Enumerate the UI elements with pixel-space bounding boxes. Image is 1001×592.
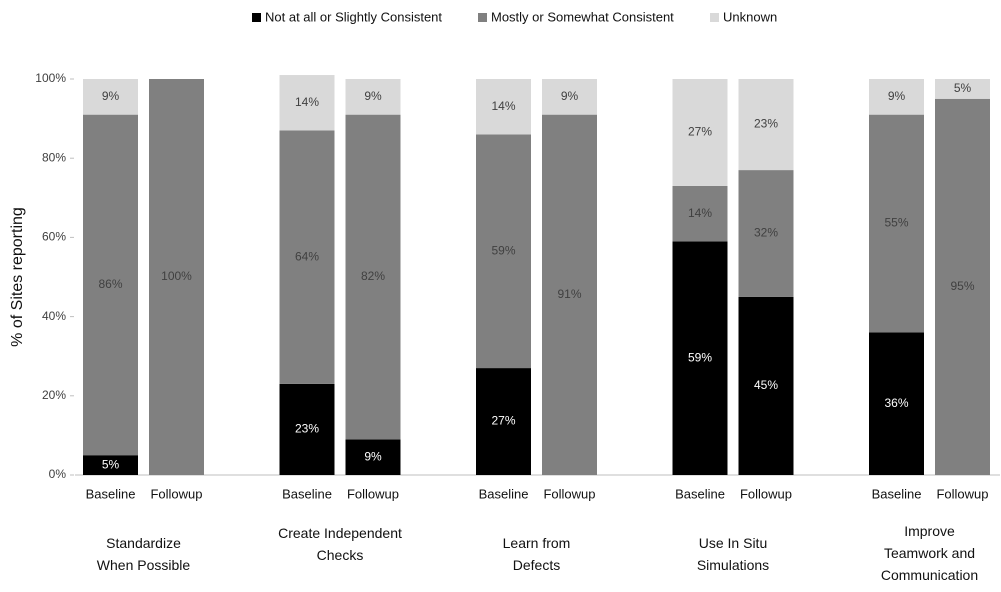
data-label: 9%: [364, 89, 382, 103]
data-label: 23%: [295, 422, 319, 436]
bar-segment: [279, 130, 335, 384]
x-tick-label: Followup: [347, 486, 399, 501]
x-tick-label: Followup: [150, 486, 202, 501]
x-tick-label: Baseline: [479, 486, 529, 501]
bar-segment: [83, 455, 138, 475]
data-label: 64%: [295, 249, 319, 263]
bar-segment: [149, 79, 204, 475]
data-label: 55%: [884, 216, 908, 230]
data-label: 32%: [754, 226, 778, 240]
group-label: Create Independent Checks: [278, 525, 402, 563]
data-label: 9%: [561, 89, 579, 103]
data-label: 36%: [884, 396, 908, 410]
group-label: Learn from Defects: [502, 535, 571, 573]
bar-segment: [672, 185, 728, 242]
y-tick-label: 100%: [35, 71, 66, 85]
legend-swatch: [252, 13, 261, 22]
legend-label: Not at all or Slightly Consistent: [265, 9, 442, 24]
y-tick-label: 0%: [49, 467, 67, 481]
data-label: 82%: [361, 269, 385, 283]
legend-swatch: [710, 13, 719, 22]
data-label: 5%: [102, 457, 120, 471]
data-label: 91%: [557, 287, 581, 301]
bar-segment: [83, 114, 138, 456]
data-label: 45%: [754, 378, 778, 392]
data-label: 95%: [950, 279, 974, 293]
x-tick-label: Followup: [936, 486, 988, 501]
legend-label: Mostly or Somewhat Consistent: [491, 9, 674, 24]
bar-segment: [542, 79, 597, 115]
bar-segment: [738, 170, 794, 297]
data-label: 5%: [954, 81, 972, 95]
y-tick-label: 20%: [42, 388, 66, 402]
bar-segment: [476, 134, 531, 369]
bar-segment: [542, 114, 597, 475]
x-tick-label: Baseline: [86, 486, 136, 501]
bar-segment: [869, 79, 924, 115]
bar-segment: [279, 75, 335, 131]
legend-label: Unknown: [723, 9, 777, 24]
group-label: Standardize When Possible: [96, 535, 191, 573]
bar-segment: [869, 114, 924, 333]
y-tick-label: 60%: [42, 230, 66, 244]
data-label: 23%: [754, 117, 778, 131]
bar-segment: [345, 114, 401, 440]
data-label: 27%: [491, 414, 515, 428]
bar-segment: [345, 79, 401, 115]
x-tick-label: Followup: [740, 486, 792, 501]
bar-segment: [345, 439, 401, 475]
data-label: 9%: [888, 89, 906, 103]
bar-segment: [869, 332, 924, 475]
legend-swatch: [478, 13, 487, 22]
bar-segment: [738, 296, 794, 475]
x-tick-label: Baseline: [675, 486, 725, 501]
data-label: 14%: [491, 99, 515, 113]
data-label: 86%: [98, 277, 122, 291]
bar-segment: [476, 79, 531, 135]
x-tick-label: Baseline: [872, 486, 922, 501]
bar-segment: [476, 368, 531, 475]
bar-segment: [935, 98, 990, 476]
y-tick-label: 40%: [42, 309, 66, 323]
data-label: 100%: [161, 269, 192, 283]
data-label: 9%: [102, 89, 120, 103]
group-label: Improve Teamwork and Communication: [880, 523, 979, 583]
bar-segment: [83, 79, 138, 115]
data-label: 59%: [688, 350, 712, 364]
data-label: 59%: [491, 243, 515, 257]
bar-segment: [935, 79, 990, 99]
group-label: Use In Situ Simulations: [696, 535, 770, 573]
data-label: 14%: [295, 95, 319, 109]
x-tick-label: Baseline: [282, 486, 332, 501]
y-axis-label: % of Sites reporting: [9, 207, 26, 347]
bar-segment: [672, 79, 728, 186]
bar-segment: [738, 79, 794, 171]
data-label: 27%: [688, 125, 712, 139]
data-label: 14%: [688, 206, 712, 220]
data-label: 9%: [364, 449, 382, 463]
x-tick-label: Followup: [543, 486, 595, 501]
y-tick-label: 80%: [42, 150, 66, 164]
bar-segment: [672, 241, 728, 475]
bar-segment: [279, 383, 335, 475]
